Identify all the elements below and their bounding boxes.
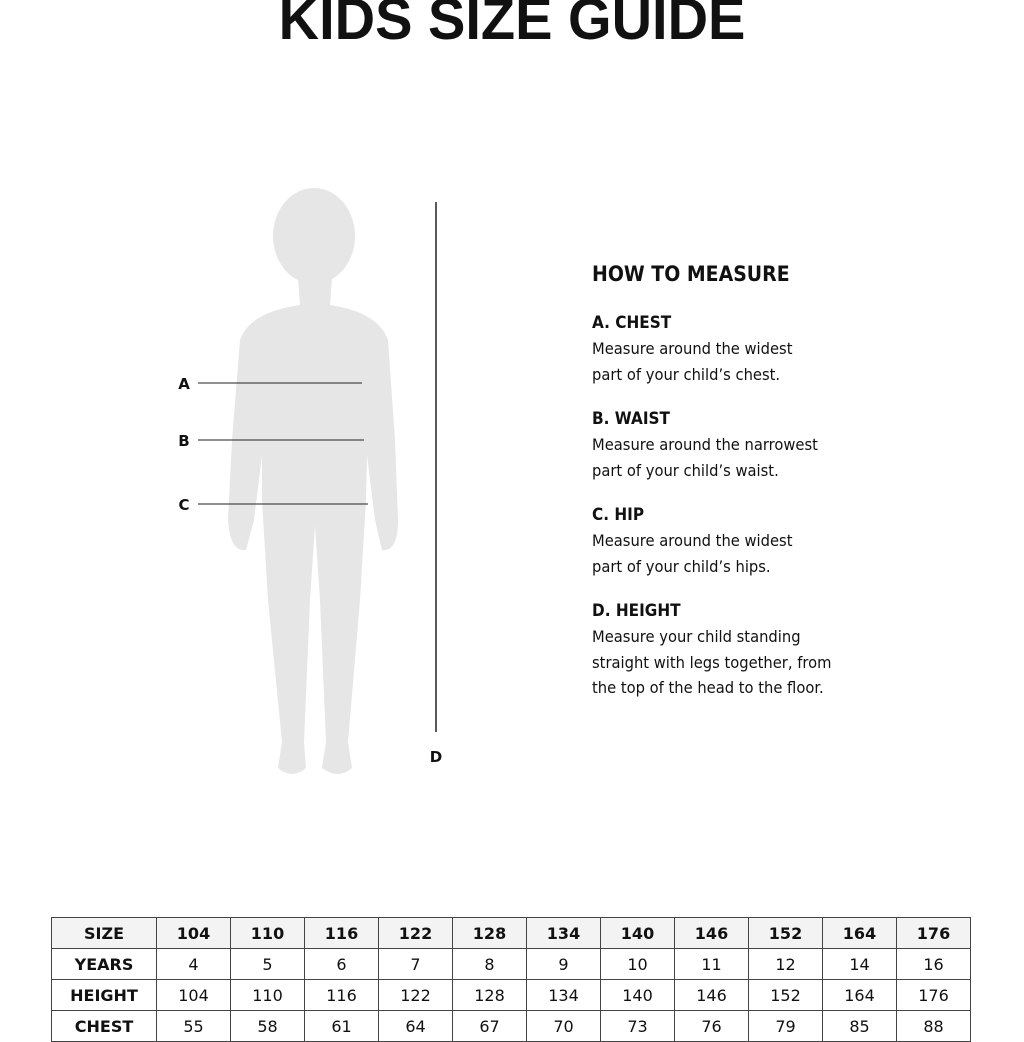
page-title: KIDS SIZE GUIDE (278, 0, 746, 52)
silhouette-head (273, 188, 355, 284)
table-cell: 152 (748, 917, 823, 949)
measure-text: Measure around the widest (592, 339, 793, 358)
row-header: YEARS (51, 948, 157, 980)
measure-text: straight with legs together, from (592, 652, 832, 672)
table-cell: 16 (896, 948, 971, 980)
table-cell: 85 (822, 1010, 897, 1042)
table-cell: 134 (526, 917, 601, 949)
size-table: SIZE 104 110 116 122 128 134 140 146 152 164 176 YEA… (51, 917, 971, 1042)
table-cell: 146 (674, 917, 749, 949)
label-b: B (178, 432, 189, 450)
measure-text: Measure around the widest (592, 531, 793, 550)
measure-heading: HOW TO MEASURE (592, 262, 790, 286)
table-cell: 10 (600, 948, 675, 980)
table-cell: 146 (674, 979, 749, 1011)
table-cell: 110 (230, 979, 305, 1011)
measure-text: Measure your child standing (592, 627, 801, 646)
label-d: D (430, 748, 442, 766)
measure-item: D. HEIGHT Measure your child standing stra… (592, 599, 992, 701)
table-row: CHEST 55 58 61 64 67 70 73 76 79 85 88 (51, 1010, 971, 1042)
table-cell: 110 (230, 917, 305, 949)
table-cell: 152 (748, 979, 823, 1011)
table-cell: 140 (600, 979, 675, 1011)
table-cell: 88 (896, 1010, 971, 1042)
measure-item: A. CHEST Measure around the widest part of… (592, 311, 992, 387)
table-cell: 58 (230, 1010, 305, 1042)
body-figure: A B C D (178, 188, 442, 774)
row-header: HEIGHT (51, 979, 157, 1011)
measure-item: B. WAIST Measure around the narrowest part… (592, 407, 992, 483)
table-cell: 61 (304, 1010, 379, 1042)
measure-title: D. HEIGHT (592, 601, 681, 621)
label-a: A (178, 375, 190, 393)
table-cell: 64 (378, 1010, 453, 1042)
table-row: SIZE 104 110 116 122 128 134 140 146 152 164 176 (51, 917, 971, 949)
measure-text: Measure around the narrowest (592, 435, 818, 454)
table-cell: 79 (748, 1010, 823, 1042)
table-row: YEARS 4 5 6 7 8 9 10 11 12 14 16 (51, 948, 971, 980)
measure-text: part of your child’s waist. (592, 460, 779, 480)
table-cell: 8 (452, 948, 527, 980)
table-cell: 134 (526, 979, 601, 1011)
table-cell: 73 (600, 1010, 675, 1042)
table-cell: 9 (526, 948, 601, 980)
table-cell: 164 (822, 917, 897, 949)
table-cell: 140 (600, 917, 675, 949)
measure-title: B. WAIST (592, 409, 670, 429)
table-cell: 76 (674, 1010, 749, 1042)
table-row: HEIGHT 104 110 116 122 128 134 140 146 152 164 176 (51, 979, 971, 1011)
measure-title: A. CHEST (592, 313, 672, 333)
table-cell: 176 (896, 979, 971, 1011)
table-cell: 122 (378, 979, 453, 1011)
table-cell: 176 (896, 917, 971, 949)
measure-title: C. HIP (592, 505, 645, 525)
measure-text: part of your child’s chest. (592, 364, 781, 384)
row-header: CHEST (51, 1010, 157, 1042)
table-cell: 14 (822, 948, 897, 980)
table-cell: 122 (378, 917, 453, 949)
table-cell: 104 (156, 979, 231, 1011)
table-cell: 7 (378, 948, 453, 980)
measure-item: C. HIP Measure around the widest part of y… (592, 503, 992, 579)
table-cell: 12 (748, 948, 823, 980)
table-cell: 11 (674, 948, 749, 980)
table-cell: 128 (452, 917, 527, 949)
measure-text: part of your child’s hips. (592, 556, 771, 576)
table-cell: 104 (156, 917, 231, 949)
table-cell: 116 (304, 917, 379, 949)
measure-panel: HOW TO MEASURE A. CHEST Measure around th… (592, 262, 992, 721)
measure-text: the top of the head to the floor. (592, 678, 824, 697)
table-cell: 55 (156, 1010, 231, 1042)
table-cell: 4 (156, 948, 231, 980)
table-cell: 5 (230, 948, 305, 980)
table-cell: 128 (452, 979, 527, 1011)
table-cell: 6 (304, 948, 379, 980)
table-cell: 67 (452, 1010, 527, 1042)
silhouette-body (228, 278, 398, 774)
label-c: C (178, 496, 189, 514)
table-cell: 70 (526, 1010, 601, 1042)
row-header: SIZE (51, 917, 157, 949)
table-cell: 164 (822, 979, 897, 1011)
table-cell: 116 (304, 979, 379, 1011)
